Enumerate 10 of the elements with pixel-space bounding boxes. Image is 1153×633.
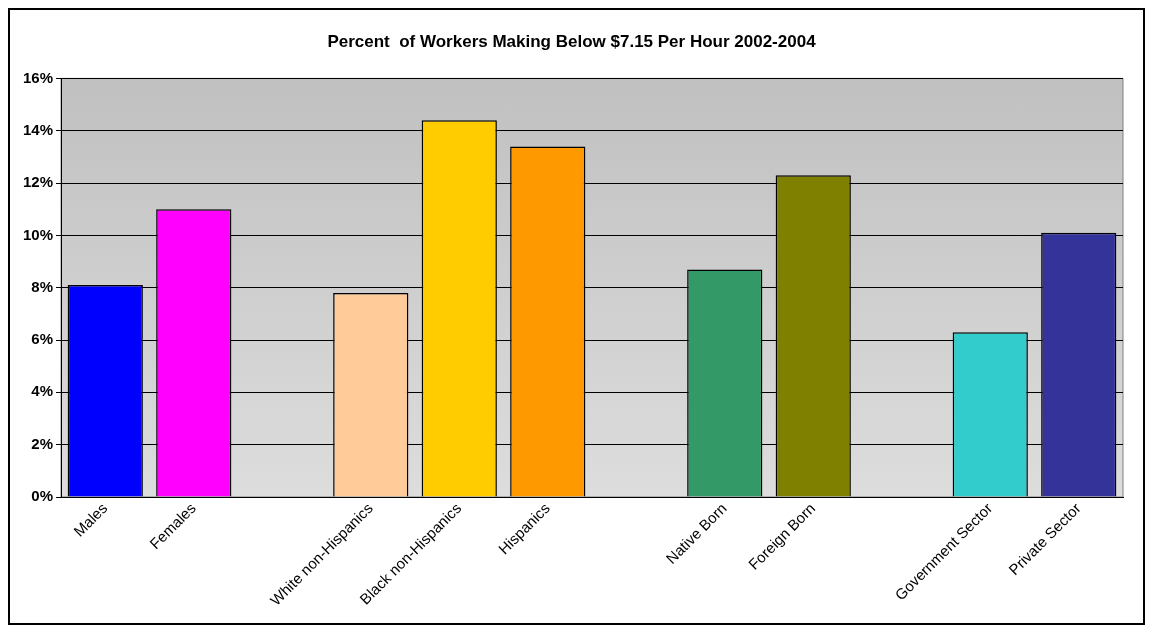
y-tick-label: 12% xyxy=(22,173,54,191)
chart-title: Percent of Workers Making Below $7.15 Per Hour 2002-2004 xyxy=(327,31,817,51)
y-tick-label: 4% xyxy=(31,382,54,400)
y-tick-label: 16% xyxy=(22,68,54,86)
y-tick-label: 6% xyxy=(31,330,54,348)
y-tick-label: 2% xyxy=(31,434,54,452)
y-tick-label: 10% xyxy=(22,225,54,243)
y-tick-label: 0% xyxy=(31,487,54,505)
y-tick-label: 8% xyxy=(31,277,54,295)
y-tick-label: 14% xyxy=(22,120,54,138)
